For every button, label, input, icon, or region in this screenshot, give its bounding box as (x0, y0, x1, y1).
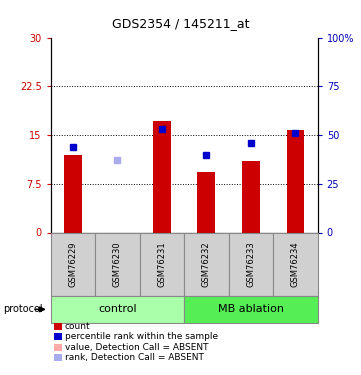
Bar (242, 161, 260, 232)
Text: percentile rank within the sample: percentile rank within the sample (65, 332, 218, 341)
Bar (197, 172, 215, 232)
Bar (287, 130, 304, 232)
Text: control: control (98, 304, 136, 314)
Text: count: count (65, 322, 91, 331)
Bar (153, 121, 171, 232)
Text: GSM76234: GSM76234 (291, 242, 300, 287)
Text: GSM76232: GSM76232 (202, 242, 211, 287)
Text: GSM76229: GSM76229 (68, 242, 77, 287)
Text: rank, Detection Call = ABSENT: rank, Detection Call = ABSENT (65, 353, 204, 362)
Text: GDS2354 / 145211_at: GDS2354 / 145211_at (112, 17, 249, 30)
Text: protocol: protocol (4, 304, 43, 314)
Text: value, Detection Call = ABSENT: value, Detection Call = ABSENT (65, 343, 209, 352)
Text: GSM76231: GSM76231 (157, 242, 166, 287)
Bar (64, 154, 82, 232)
Text: GSM76233: GSM76233 (247, 242, 255, 287)
Text: GSM76230: GSM76230 (113, 242, 122, 287)
Text: MB ablation: MB ablation (218, 304, 284, 314)
